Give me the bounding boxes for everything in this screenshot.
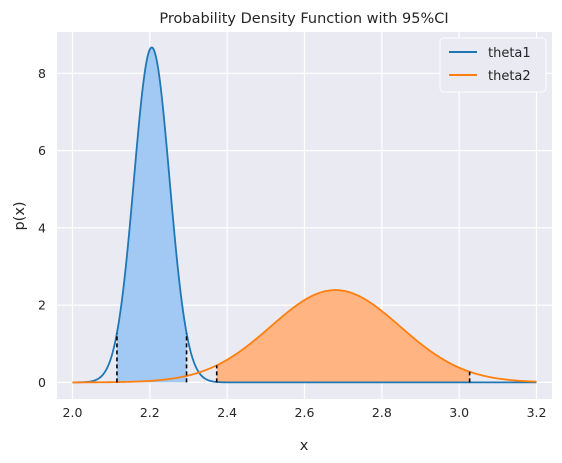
y-axis-label: p(x) — [12, 201, 28, 230]
legend-label-theta2: theta2 — [488, 69, 531, 84]
x-axis-label: x — [300, 438, 309, 454]
y-tick-label: 2 — [38, 298, 46, 313]
legend-label-theta1: theta1 — [488, 46, 531, 61]
series-line-theta2 — [72, 289, 537, 384]
ci-fill-theta2 — [216, 290, 470, 383]
series-line-theta1 — [72, 46, 537, 384]
chart-title: Probability Density Function with 95%CI — [159, 11, 448, 27]
x-tick-label: 2.0 — [63, 405, 83, 420]
y-tick-labels: 0 2 4 6 8 — [38, 66, 46, 390]
y-tick-label: 6 — [38, 143, 46, 158]
x-tick-labels: 2.0 2.2 2.4 2.6 2.8 3.0 3.2 — [63, 405, 547, 420]
y-tick-label: 8 — [38, 66, 46, 81]
x-tick-label: 2.4 — [217, 405, 237, 420]
series-lines — [72, 46, 537, 384]
ci-fill-theta1 — [116, 47, 187, 383]
y-tick-label: 4 — [38, 220, 46, 235]
x-tick-label: 2.6 — [295, 405, 315, 420]
x-tick-label: 3.0 — [449, 405, 469, 420]
x-tick-label: 3.2 — [527, 405, 547, 420]
ci-fills — [116, 47, 470, 383]
legend: theta1 theta2 — [439, 37, 547, 93]
ci-markers — [116, 332, 471, 383]
y-tick-label: 0 — [38, 375, 46, 390]
x-tick-label: 2.2 — [140, 405, 160, 420]
x-tick-label: 2.8 — [372, 405, 392, 420]
